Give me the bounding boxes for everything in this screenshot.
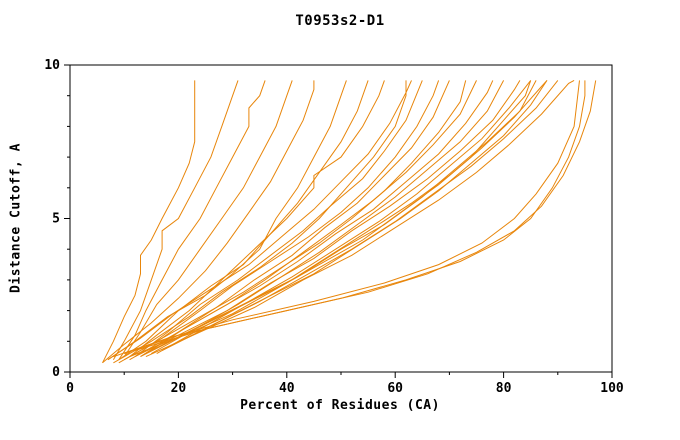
x-tick-label: 80 (496, 381, 512, 396)
model-curve (134, 80, 597, 351)
model-curve (112, 80, 239, 360)
model-curve (123, 80, 440, 361)
model-curve (134, 80, 521, 358)
y-tick-label: 5 (52, 212, 60, 227)
model-curve (167, 80, 548, 348)
model-curve (134, 80, 423, 357)
y-tick-label: 0 (52, 365, 60, 380)
model-curve (129, 80, 385, 357)
model-curve (107, 80, 347, 361)
model-curve (123, 80, 293, 357)
model-curve (151, 80, 537, 351)
model-curve (107, 80, 412, 361)
model-curve (129, 80, 532, 358)
model-curve (113, 80, 580, 358)
y-tick-label: 10 (44, 58, 60, 73)
model-curve (140, 80, 450, 358)
x-axis-label: Percent of Residues (CA) (240, 398, 440, 413)
model-curve (129, 80, 494, 361)
x-tick-label: 60 (387, 381, 403, 396)
model-curve (161, 80, 559, 351)
model-curve (113, 80, 407, 364)
chart-title: T0953s2-D1 (295, 13, 385, 29)
model-curve (118, 80, 467, 364)
model-curve (102, 80, 196, 364)
model-curve (118, 80, 266, 360)
x-tick-label: 40 (279, 381, 295, 396)
model-curve (145, 80, 477, 355)
model-curve (151, 80, 505, 355)
x-tick-label: 20 (171, 381, 187, 396)
x-tick-label: 0 (66, 381, 74, 396)
x-tick-label: 100 (600, 381, 624, 396)
model-curve (145, 79, 575, 358)
model-curve (102, 80, 315, 364)
model-curve (140, 80, 548, 358)
